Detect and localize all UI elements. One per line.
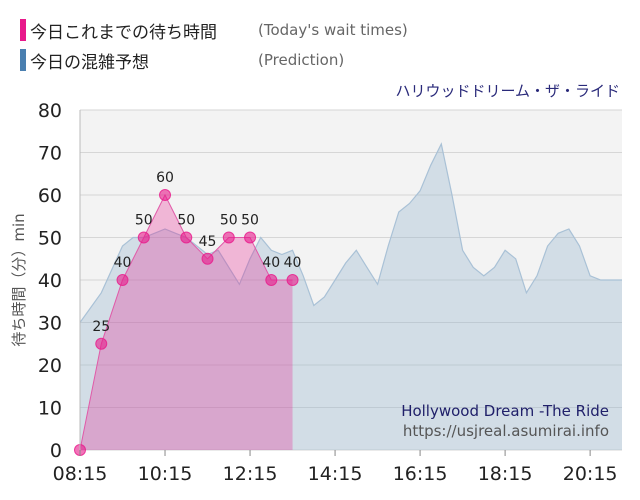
today-point: [201, 252, 214, 265]
legend-swatch-today: [20, 19, 26, 41]
y-tick-label: 70: [38, 143, 62, 165]
today-data-label: 45: [199, 234, 217, 250]
today-data-label: 40: [262, 255, 280, 271]
today-data-label: 50: [177, 213, 195, 229]
x-tick-label: 14:15: [308, 463, 363, 485]
today-data-label: 40: [284, 255, 302, 271]
y-tick-label: 20: [38, 355, 62, 377]
chart-subtitle: ハリウッドドリーム・ザ・ライド: [395, 82, 620, 100]
today-point: [159, 189, 172, 201]
legend-en-today: (Today's wait times): [258, 21, 408, 39]
today-area: [80, 195, 293, 450]
y-tick-label: 40: [38, 270, 62, 292]
y-tick-label: 0: [50, 440, 62, 462]
y-tick-label: 10: [38, 398, 62, 420]
watermark-url: https://usjreal.asumirai.info: [403, 422, 609, 440]
legend-swatch-prediction: [20, 49, 26, 71]
x-tick-label: 18:15: [478, 463, 533, 485]
today-data-label: 50: [241, 213, 259, 229]
today-point: [286, 274, 299, 286]
y-axis-label: 待ち時間（分）min: [10, 213, 28, 346]
y-tick-label: 60: [38, 185, 62, 207]
today-data-label: 25: [92, 319, 110, 335]
x-tick-label: 10:15: [138, 463, 193, 485]
x-tick-label: 12:15: [223, 463, 278, 485]
axes: 0 10 20 30 40 50 60 70 80 08:15 10:15 12:15 14:15 16:…: [38, 100, 618, 485]
legend-en-prediction: (Prediction): [258, 51, 345, 69]
y-tick-label: 80: [38, 100, 62, 122]
x-tick-label: 08:15: [53, 463, 108, 485]
today-point: [180, 231, 193, 244]
watermark-ride-name: Hollywood Dream -The Ride: [401, 402, 609, 420]
today-point: [265, 274, 278, 286]
today-data-label: 50: [135, 213, 153, 229]
legend-label-today: 今日これまでの待ち時間: [30, 22, 217, 43]
today-point: [137, 231, 150, 244]
today-data-label: 60: [156, 170, 174, 186]
today-point: [244, 231, 257, 244]
y-tick-label: 30: [38, 313, 62, 335]
today-point: [222, 231, 235, 244]
prediction-area: [80, 144, 622, 450]
legend-label-prediction: 今日の混雑予想: [30, 52, 149, 73]
y-tick-label: 50: [38, 228, 62, 250]
x-tick-label: 20:15: [563, 463, 618, 485]
today-point: [116, 274, 129, 286]
x-tick-label: 16:15: [393, 463, 448, 485]
today-data-label: 40: [114, 255, 132, 271]
today-point: [95, 337, 108, 350]
today-data-label: 50: [220, 213, 238, 229]
